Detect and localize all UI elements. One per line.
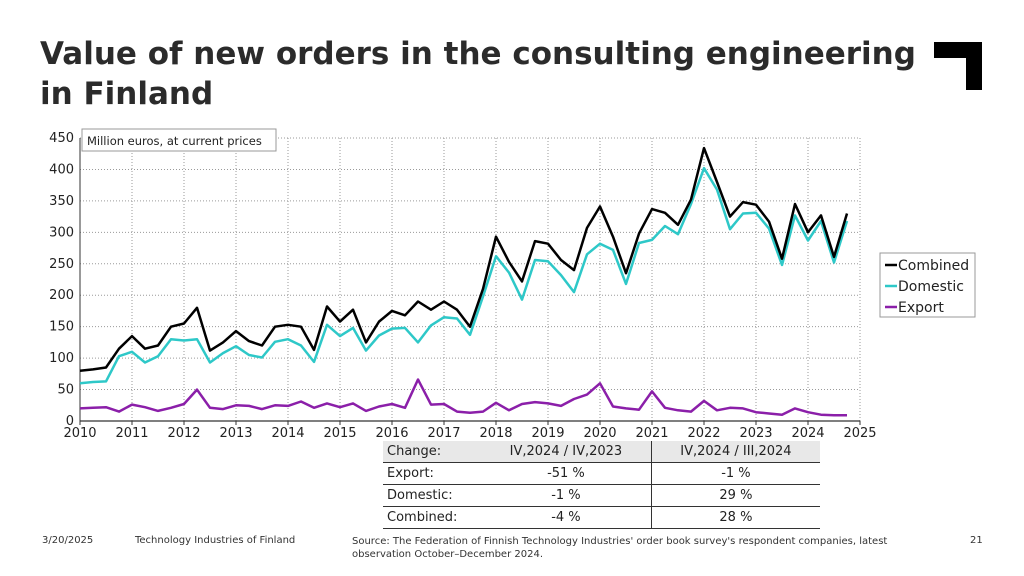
chart-gridlines bbox=[80, 137, 861, 421]
table-cell: Export: bbox=[383, 462, 481, 485]
company-logo-icon bbox=[934, 42, 982, 90]
x-tick-label: 2019 bbox=[531, 426, 564, 441]
page-title: Value of new orders in the consulting en… bbox=[40, 36, 916, 112]
y-tick-label: 150 bbox=[49, 320, 74, 335]
chart-series bbox=[79, 146, 849, 417]
footer-source: Source: The Federation of Finnish Techno… bbox=[352, 536, 888, 560]
x-tick-label: 2023 bbox=[739, 426, 772, 441]
table-cell: -51 % bbox=[481, 462, 652, 485]
series-line-export bbox=[79, 378, 847, 417]
table-cell: 28 % bbox=[651, 506, 820, 529]
x-tick-label: 2022 bbox=[687, 426, 720, 441]
footer-date: 3/20/2025 bbox=[42, 535, 94, 546]
y-tick-label: 350 bbox=[49, 194, 74, 209]
series-line-combined bbox=[79, 146, 849, 372]
y-tick-label: 300 bbox=[49, 225, 74, 240]
y-tick-label: 0 bbox=[66, 414, 74, 429]
x-tick-label: 2014 bbox=[271, 426, 304, 441]
unit-label-box bbox=[81, 128, 277, 152]
chart-legend: Combined Domestic Export bbox=[879, 252, 976, 318]
y-tick-label: 400 bbox=[49, 162, 74, 177]
change-table-header-cell: IV,2024 / III,2024 bbox=[651, 441, 820, 463]
legend-label-domestic: Domestic bbox=[898, 279, 964, 295]
table-cell: -1 % bbox=[481, 484, 652, 507]
x-tick-label: 2010 bbox=[63, 426, 96, 441]
chart-labels: 0 50 100 150 200 250 300 350 400 450 2010 2011 2012 2… bbox=[49, 128, 877, 441]
y-tick-label: 100 bbox=[49, 351, 74, 366]
legend-label-combined: Combined bbox=[898, 258, 969, 274]
x-tick-label: 2024 bbox=[791, 426, 824, 441]
x-tick-label: 2012 bbox=[167, 426, 200, 441]
table-cell: Combined: bbox=[383, 506, 481, 529]
x-tick-label: 2020 bbox=[583, 426, 616, 441]
change-table: Change: IV,2024 / IV,2023 IV,2024 / III,… bbox=[383, 441, 820, 529]
x-tick-label: 2016 bbox=[375, 426, 408, 441]
x-tick-label: 2013 bbox=[219, 426, 252, 441]
table-row: Export: -51 % -1 % bbox=[383, 462, 820, 485]
series-line-domestic bbox=[79, 166, 849, 385]
change-table-header: Change: IV,2024 / IV,2023 IV,2024 / III,… bbox=[383, 441, 820, 463]
x-tick-label: 2025 bbox=[843, 426, 876, 441]
change-table-header-cell: IV,2024 / IV,2023 bbox=[481, 441, 652, 463]
page-number: 21 bbox=[970, 535, 983, 546]
y-tick-label: 200 bbox=[49, 288, 74, 303]
y-tick-label: 450 bbox=[49, 131, 74, 146]
chart-axes bbox=[79, 138, 861, 425]
table-cell: -1 % bbox=[651, 462, 820, 485]
x-tick-label: 2018 bbox=[479, 426, 512, 441]
table-cell: Domestic: bbox=[383, 484, 481, 507]
table-cell: -4 % bbox=[481, 506, 652, 529]
x-tick-label: 2011 bbox=[115, 426, 148, 441]
x-tick-label: 2015 bbox=[323, 426, 356, 441]
table-cell: 29 % bbox=[651, 484, 820, 507]
unit-label: Million euros, at current prices bbox=[87, 134, 262, 148]
footer-organization: Technology Industries of Finland bbox=[135, 535, 296, 546]
table-row: Domestic: -1 % 29 % bbox=[383, 484, 820, 507]
x-tick-label: 2017 bbox=[427, 426, 460, 441]
table-row: Combined: -4 % 28 % bbox=[383, 506, 820, 529]
change-table-header-cell: Change: bbox=[383, 441, 481, 463]
y-tick-label: 50 bbox=[57, 383, 74, 398]
y-tick-label: 250 bbox=[49, 257, 74, 272]
x-tick-label: 2021 bbox=[635, 426, 668, 441]
legend-label-export: Export bbox=[898, 300, 944, 316]
